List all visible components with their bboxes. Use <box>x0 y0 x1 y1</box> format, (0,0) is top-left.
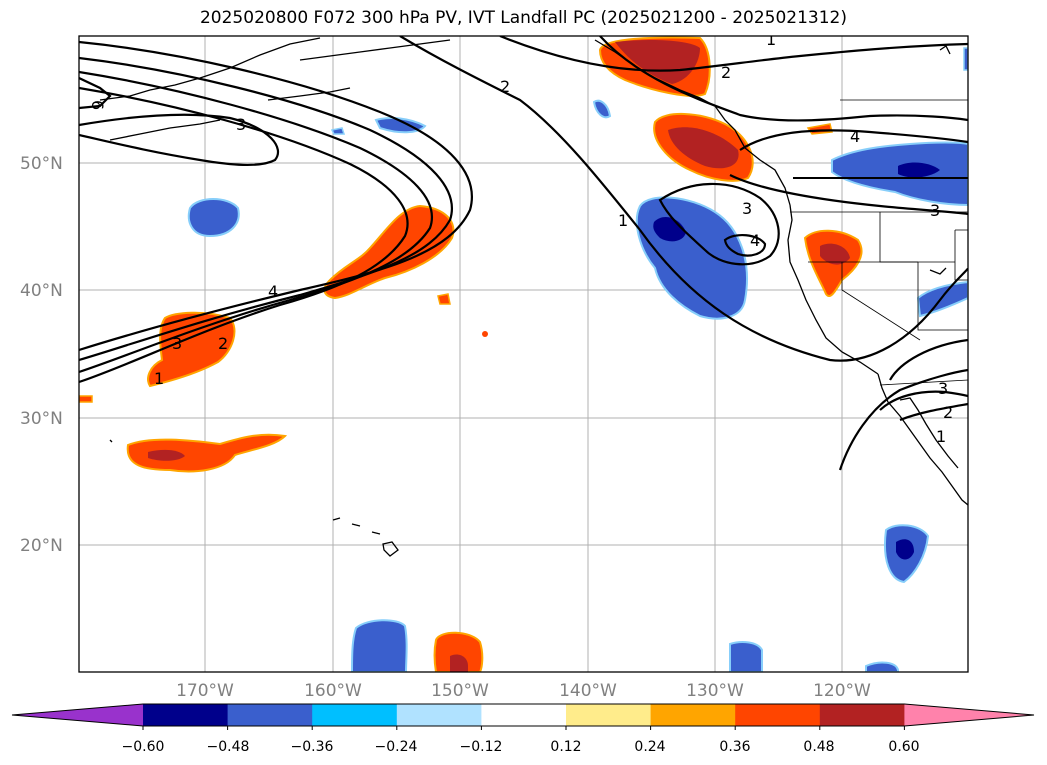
contour-label-1: 1 <box>154 369 164 388</box>
colorbar-tick: −0.60 <box>122 739 165 755</box>
contour-label-3: 3 <box>930 201 940 220</box>
colorbar-tick: 0.12 <box>550 739 581 755</box>
contour-label-2: 2 <box>943 403 953 422</box>
colorbar-tick: −0.48 <box>207 739 250 755</box>
lat-label-30n: 30°N <box>20 409 63 429</box>
colorbar-tick: −0.12 <box>460 739 503 755</box>
colorbar-segment <box>312 704 398 726</box>
colorbar-tick: 0.60 <box>888 739 919 755</box>
colorbar <box>11 703 1035 730</box>
lon-label-170w: 170°W <box>176 681 234 701</box>
contour-label-1: 1 <box>618 211 628 230</box>
colorbar-tick: 0.36 <box>719 739 750 755</box>
colorbar-segment <box>396 704 482 726</box>
colorbar-tick: −0.36 <box>291 739 334 755</box>
longitude-labels: 170°W 160°W 150°W 140°W 130°W 120°W <box>176 681 871 701</box>
contour-label-3: 3 <box>742 199 752 218</box>
colorbar-segment <box>481 704 567 726</box>
lon-label-150w: 150°W <box>431 681 489 701</box>
contour-label-2: 2 <box>500 77 510 96</box>
colorbar-segment <box>566 704 652 726</box>
contour-label-1: 1 <box>766 30 776 49</box>
lon-label-160w: 160°W <box>304 681 362 701</box>
colorbar-segment <box>819 704 905 726</box>
colorbar-segment <box>735 704 821 726</box>
colorbar-tick: 0.48 <box>803 739 834 755</box>
map-border <box>78 35 969 673</box>
lon-label-130w: 130°W <box>686 681 744 701</box>
contour-label-4: 4 <box>268 282 278 301</box>
coastlines <box>99 37 968 557</box>
positive-ivt-patches <box>79 36 863 672</box>
lat-label-50n: 50°N <box>20 154 63 174</box>
colorbar-tick: 0.24 <box>634 739 665 755</box>
lon-label-140w: 140°W <box>559 681 617 701</box>
contour-label-3: 3 <box>938 379 948 398</box>
contour-label-3: 3 <box>236 115 246 134</box>
colorbar-segment <box>227 704 313 726</box>
contour-label-2: 2 <box>218 334 228 353</box>
negative-ivt-patches <box>187 47 968 672</box>
map-title: 2025020800 F072 300 hPa PV, IVT Landfall… <box>199 8 847 28</box>
colorbar-tick: −0.24 <box>375 739 418 755</box>
lat-label-40n: 40°N <box>20 281 63 301</box>
colorbar-extend-max <box>904 704 1034 726</box>
pv-contours <box>79 36 968 471</box>
contour-label-6: 6 <box>88 100 107 110</box>
lat-label-20n: 20°N <box>20 536 63 556</box>
contour-labels: 6 3 4 3 2 1 2 1 2 1 3 4 4 3 3 2 1 <box>88 30 953 446</box>
latitude-labels: 50°N 40°N 30°N 20°N <box>20 154 63 556</box>
contour-label-4: 4 <box>750 231 760 250</box>
colorbar-segment <box>143 704 229 726</box>
lon-label-120w: 120°W <box>813 681 871 701</box>
colorbar-segment <box>650 704 736 726</box>
contour-label-3: 3 <box>172 334 182 353</box>
colorbar-extend-min <box>12 704 143 726</box>
contour-label-4: 4 <box>850 127 860 146</box>
contour-label-1: 1 <box>936 427 946 446</box>
colorbar-tick-labels: −0.60 −0.48 −0.36 −0.24 −0.12 0.12 0.24 … <box>122 739 920 755</box>
contour-label-2: 2 <box>721 63 731 82</box>
